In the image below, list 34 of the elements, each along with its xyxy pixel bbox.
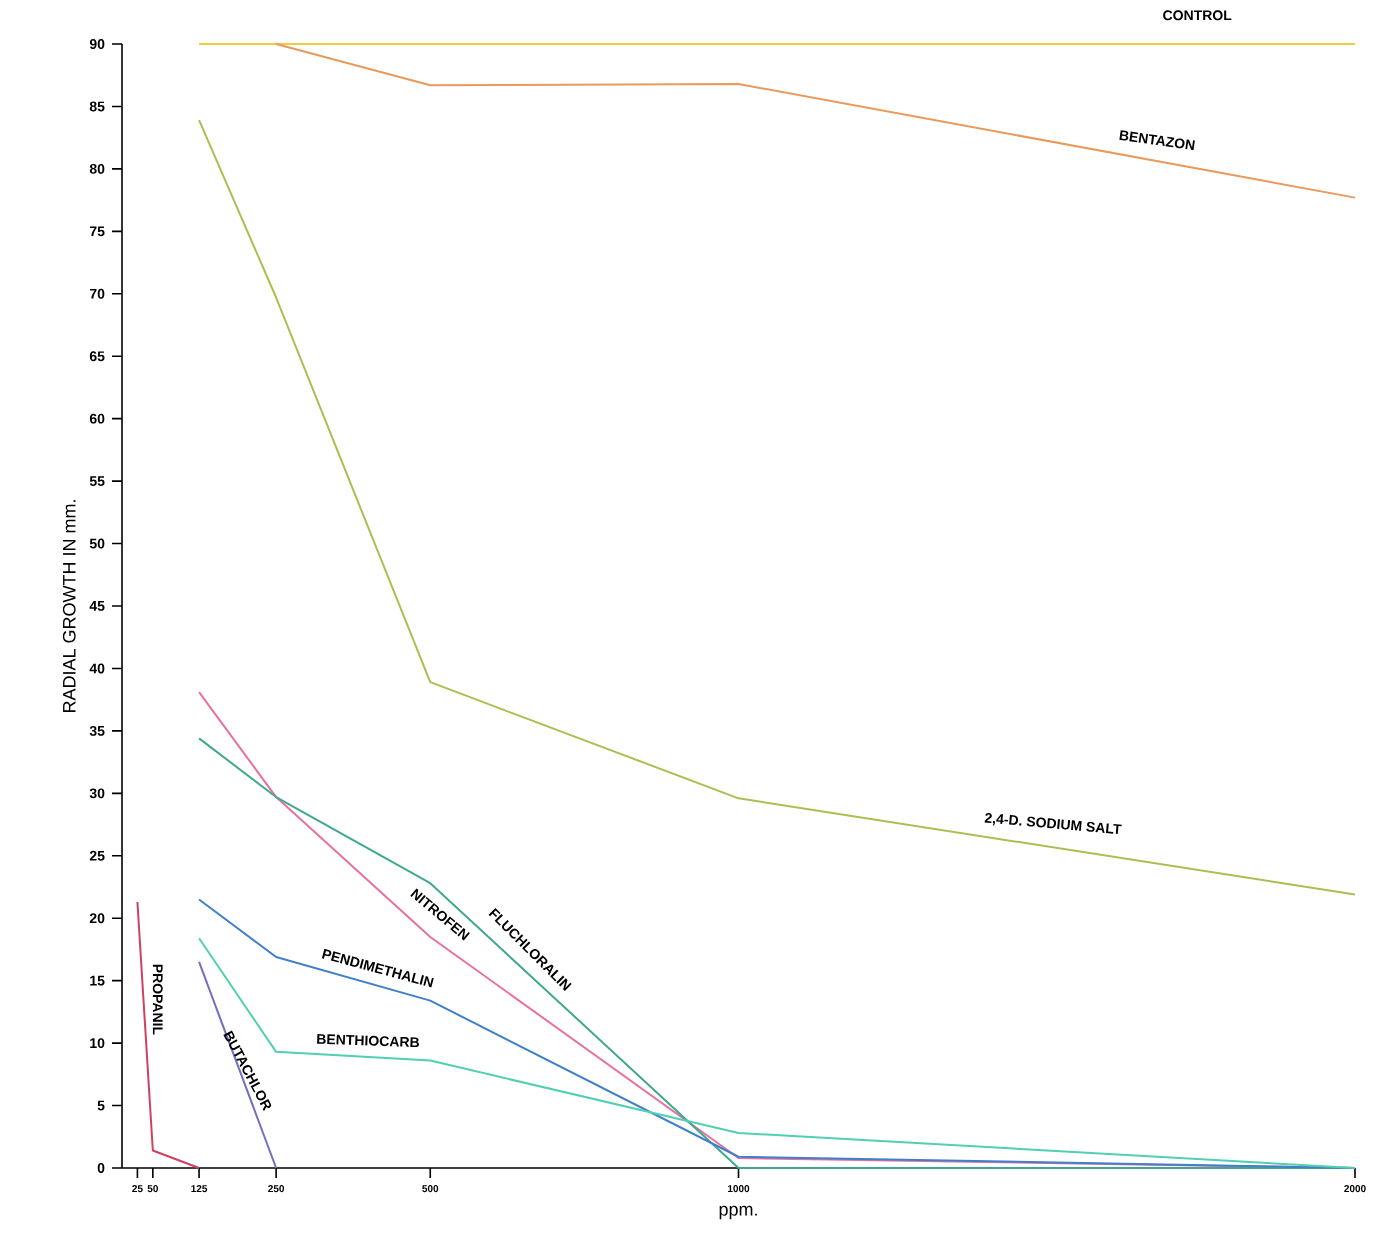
x-tick-label: 50	[147, 1185, 158, 1193]
y-tick-label: 45	[89, 601, 105, 611]
y-tick-label: 70	[89, 288, 105, 299]
y-tick-label: 60	[89, 413, 105, 424]
y-tick-label: 35	[89, 725, 105, 736]
y-tick-label: 55	[89, 476, 105, 486]
y-tick-label: 0	[97, 1163, 105, 1173]
x-tick-label: 1000	[728, 1185, 750, 1193]
y-tick-label: 50	[89, 538, 105, 549]
y-tick-label: 90	[89, 39, 105, 49]
y-tick-label: 20	[89, 913, 105, 924]
y-tick-label: 75	[89, 226, 105, 237]
series-label: 2,4-D. SODIUM SALT	[984, 812, 1122, 835]
y-tick-label: 65	[89, 351, 105, 362]
y-tick-label: 85	[89, 101, 105, 112]
x-tick-label: 250	[268, 1185, 285, 1193]
x-tick-label: 2000	[1344, 1185, 1366, 1193]
text: PROPANIL	[152, 964, 163, 1035]
y-tick-label: 40	[89, 663, 105, 674]
y-axis-title: RADIAL GROWTH IN mm.	[62, 500, 76, 713]
y-tick-label: 5	[97, 1100, 105, 1111]
y-tick-label: 25	[89, 850, 105, 861]
x-tick-label: 25	[132, 1185, 143, 1193]
y-tick-label: 15	[90, 975, 105, 986]
y-tick-label: 10	[90, 1038, 105, 1049]
series-label: BENTHIOCARB	[317, 1034, 419, 1048]
x-tick-label: 500	[422, 1185, 439, 1193]
x-tick-label: 125	[191, 1185, 208, 1193]
series-label: CONTROL	[1163, 10, 1232, 21]
text: BENTAZON	[1119, 130, 1195, 151]
y-tick-label: 30	[89, 788, 105, 799]
line-series	[275, 43, 1356, 199]
x-axis-title: ppm.	[719, 1205, 757, 1220]
y-tick-label: 80	[89, 163, 105, 174]
